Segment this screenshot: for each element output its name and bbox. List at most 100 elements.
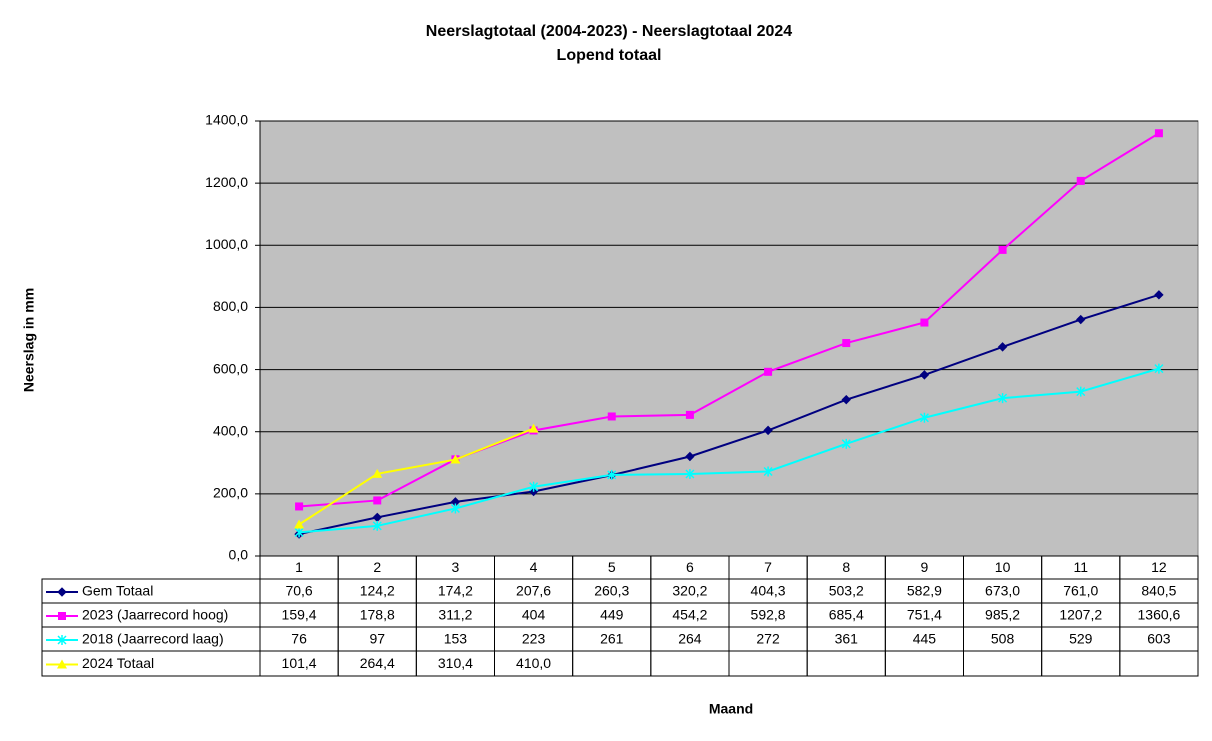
- table-value: 174,2: [438, 583, 473, 599]
- table-value: 70,6: [285, 583, 312, 599]
- data-point: [919, 370, 930, 380]
- table-value: 264: [678, 631, 702, 647]
- table-value: 603: [1147, 631, 1171, 647]
- table-cell: [1041, 650, 1121, 677]
- x-tick-label: 5: [608, 559, 616, 575]
- table-value: 153: [444, 631, 468, 647]
- y-axis-title: Neerslag in mm: [21, 288, 37, 392]
- table-value: 207,6: [516, 583, 551, 599]
- data-point: [998, 393, 1008, 404]
- chart-title: Neerslagtotaal (2004-2023) - Neerslagtot…: [426, 23, 793, 40]
- y-tick-label: 1400,0: [205, 112, 248, 128]
- table-value: 404: [522, 607, 546, 623]
- table-value: 410,0: [516, 655, 551, 671]
- table-value: 361: [835, 631, 859, 647]
- series-line: [298, 293, 1160, 536]
- data-point: [1154, 363, 1164, 374]
- y-tick-label: 400,0: [213, 422, 248, 438]
- data-point: [764, 367, 773, 376]
- data-point: [607, 469, 617, 480]
- table-value: 261: [600, 631, 624, 647]
- y-tick-label: 800,0: [213, 298, 248, 314]
- table-value: 685,4: [829, 607, 864, 623]
- x-tick-label: 8: [842, 559, 850, 575]
- data-point: [1076, 314, 1086, 325]
- data-point: [1154, 129, 1163, 138]
- table-value: 449: [600, 607, 624, 623]
- x-tick-label: 11: [1073, 559, 1088, 575]
- series-line: [298, 427, 534, 526]
- table-cell: [650, 650, 730, 677]
- data-point: [1076, 176, 1085, 185]
- table-value: 97: [369, 631, 385, 647]
- x-tick-label: 10: [995, 559, 1011, 575]
- data-point: [685, 410, 694, 419]
- table-cell: [728, 650, 808, 677]
- table-value: 761,0: [1063, 583, 1098, 599]
- legend-label: 2023 (Jaarrecord hoog): [82, 607, 228, 623]
- x-tick-label: 6: [686, 559, 694, 575]
- y-tick-label: 0,0: [229, 547, 249, 563]
- legend-marker: [58, 612, 66, 620]
- legend-marker: [57, 587, 67, 597]
- table-value: 592,8: [751, 607, 786, 623]
- data-point: [373, 496, 382, 505]
- table-value: 840,5: [1141, 583, 1176, 599]
- data-point: [685, 468, 695, 479]
- table-value: 751,4: [907, 607, 942, 623]
- table-value: 985,2: [985, 607, 1020, 623]
- data-point: [763, 425, 773, 436]
- chart-subtitle: Lopend totaal: [557, 47, 662, 64]
- table-value: 1207,2: [1059, 607, 1102, 623]
- data-point: [763, 466, 773, 477]
- data-point: [294, 527, 304, 538]
- table-cell: [572, 650, 652, 677]
- table-value: 529: [1069, 631, 1093, 647]
- table-value: 508: [991, 631, 1015, 647]
- data-point: [1076, 386, 1086, 397]
- data-point: [450, 454, 461, 464]
- table-value: 404,3: [751, 583, 786, 599]
- data-point: [842, 339, 851, 348]
- data-point: [841, 438, 851, 449]
- table-value: 673,0: [985, 583, 1020, 599]
- legend-label: Gem Totaal: [82, 583, 153, 599]
- x-tick-label: 1: [295, 559, 303, 575]
- table-value: 178,8: [360, 607, 395, 623]
- table-cell: [963, 650, 1043, 677]
- data-point: [294, 519, 305, 529]
- table-value: 124,2: [360, 583, 395, 599]
- table-value: 101,4: [282, 655, 317, 671]
- data-point: [998, 245, 1007, 254]
- x-tick-label: 3: [452, 559, 460, 575]
- table-value: 159,4: [282, 607, 317, 623]
- table-value: 582,9: [907, 583, 942, 599]
- series-line: [299, 132, 1160, 508]
- table-value: 272: [756, 631, 780, 647]
- data-point: [528, 423, 539, 433]
- table-value: 503,2: [829, 583, 864, 599]
- x-tick-label: 9: [921, 559, 929, 575]
- data-point: [372, 520, 382, 531]
- data-point: [295, 502, 304, 511]
- data-point: [841, 394, 851, 405]
- y-tick-label: 1200,0: [205, 174, 248, 190]
- series-line: [298, 367, 1160, 534]
- table-value: 1360,6: [1138, 607, 1181, 623]
- plot-area: [259, 120, 1199, 557]
- x-tick-label: 7: [764, 559, 772, 575]
- y-tick-label: 200,0: [213, 485, 248, 501]
- data-point: [920, 318, 929, 327]
- table-cell: [884, 650, 964, 677]
- table-value: 311,2: [438, 607, 472, 623]
- table-cell: [1119, 650, 1199, 677]
- data-point: [607, 412, 616, 421]
- data-point: [529, 481, 539, 492]
- table-value: 445: [913, 631, 937, 647]
- data-point: [372, 468, 383, 478]
- x-axis-title: Maand: [709, 701, 753, 717]
- table-value: 260,3: [594, 583, 629, 599]
- table-value: 320,2: [672, 583, 707, 599]
